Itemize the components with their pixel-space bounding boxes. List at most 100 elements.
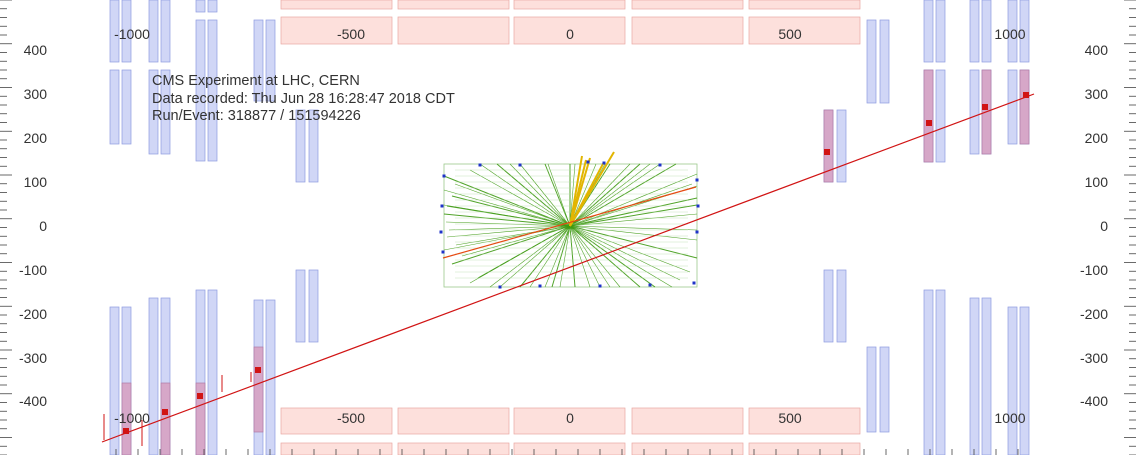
- tracker-track: [443, 189, 571, 227]
- muon-chamber: [265, 19, 276, 102]
- hit-chamber: [195, 382, 206, 455]
- muon-chamber: [823, 269, 834, 343]
- tracker-track: [451, 195, 571, 227]
- y-axis-label-right: -100: [1080, 262, 1108, 278]
- ecal-hit: [658, 163, 662, 167]
- muon-chamber: [207, 0, 218, 13]
- tracker-track: [469, 169, 571, 227]
- muon-chamber: [981, 297, 992, 455]
- muon-chamber: [207, 289, 218, 455]
- calorimeter-block: [748, 442, 861, 455]
- calorimeter-block: [513, 16, 626, 45]
- muon-chamber: [969, 297, 980, 455]
- muon-hit: [162, 409, 168, 415]
- calorimeter-block: [631, 0, 744, 10]
- muon-chamber: [295, 269, 306, 343]
- muon-chamber: [109, 0, 120, 63]
- y-axis-label-left: -200: [19, 306, 47, 322]
- calorimeter-block: [631, 407, 744, 435]
- muon-chamber: [109, 69, 120, 145]
- tracker-track: [509, 163, 571, 227]
- jet: [569, 161, 605, 227]
- muon-chamber: [866, 346, 877, 433]
- calorimeter-block: [397, 442, 510, 455]
- muon-chamber: [935, 0, 946, 63]
- muon-chamber: [195, 19, 206, 162]
- z-axis-label-bottom: -1000: [114, 410, 150, 426]
- ecal-hit: [478, 163, 482, 167]
- y-axis-label-left: 0: [39, 218, 47, 234]
- z-axis-label-bottom: 0: [566, 410, 574, 426]
- hit-chamber: [823, 109, 834, 183]
- z-axis-label-bottom: -500: [337, 410, 365, 426]
- muon-track: [101, 92, 1035, 446]
- muon-chamber: [148, 69, 159, 155]
- muon-chamber: [121, 306, 132, 455]
- tracker-track: [569, 163, 597, 227]
- y-axis-label-left: 100: [24, 174, 48, 190]
- z-axis-label-top: -1000: [114, 26, 150, 42]
- z-axis-label-bottom: 1000: [994, 410, 1025, 426]
- muon-hit: [982, 104, 988, 110]
- muon-chamber: [981, 0, 992, 63]
- muon-chamber: [308, 109, 319, 183]
- tracker-track: [446, 205, 571, 227]
- ecal-hit: [692, 281, 696, 285]
- muon-hit: [255, 367, 261, 373]
- tracker-track: [569, 225, 698, 241]
- hit-chamber: [1019, 69, 1030, 145]
- ecal-hit: [441, 250, 445, 254]
- tracker-track: [569, 163, 661, 227]
- calorimeter-block: [748, 0, 861, 10]
- tracker-track: [569, 225, 681, 281]
- ecal-hit: [695, 230, 699, 234]
- y-axis-label-right: -300: [1080, 350, 1108, 366]
- muon-chamber: [935, 69, 946, 163]
- calorimeter-block: [631, 16, 744, 45]
- muon-chamber: [253, 19, 264, 102]
- z-axis-label-top: 500: [778, 26, 802, 42]
- calorimeter-block: [280, 407, 393, 435]
- muon-chamber: [836, 269, 847, 343]
- tracker-track: [443, 175, 571, 227]
- y-axis-label-left: 300: [24, 86, 48, 102]
- y-axis-label-right: -400: [1080, 393, 1108, 409]
- tracker-region: [439, 151, 700, 289]
- data-recorded-label: Data recorded: Thu Jun 28 16:28:47 2018 …: [152, 91, 455, 107]
- tracker-track: [569, 225, 691, 273]
- calorimeter-blocks: [280, 0, 861, 455]
- calorimeter-block: [280, 0, 393, 10]
- ecal-hit: [442, 174, 446, 178]
- tracker-track: [569, 225, 698, 231]
- muon-inner-segment: [442, 186, 697, 259]
- calorimeter-block: [397, 407, 510, 435]
- muon-chamber: [1007, 306, 1018, 455]
- z-axis-label-bottom: 500: [778, 410, 802, 426]
- y-axis-label-right: 400: [1085, 42, 1109, 58]
- tracker-track: [448, 225, 571, 231]
- muon-chamber: [195, 289, 206, 455]
- y-axis-label-right: 100: [1085, 174, 1109, 190]
- y-axis-label-left: -100: [19, 262, 47, 278]
- calorimeter-block: [397, 16, 510, 45]
- muon-chamber: [109, 306, 120, 455]
- muon-hit: [197, 393, 203, 399]
- ecal-hit: [498, 285, 502, 289]
- muon-chamber: [923, 289, 934, 455]
- muon-chamber: [879, 346, 890, 433]
- muon-hit: [824, 149, 830, 155]
- muon-chamber: [148, 297, 159, 455]
- calorimeter-block: [280, 16, 393, 45]
- muon-hit: [123, 428, 129, 434]
- hit-chamber: [121, 382, 132, 455]
- hit-chamber: [923, 69, 934, 163]
- muon-track-line: [101, 93, 1035, 443]
- muon-chamber: [195, 0, 206, 13]
- y-axis-label-left: -300: [19, 350, 47, 366]
- y-axis-label-right: -200: [1080, 306, 1108, 322]
- tracker-track: [461, 225, 571, 257]
- tracker-track: [479, 163, 571, 227]
- muon-hit: [926, 120, 932, 126]
- tracker-track: [451, 225, 571, 265]
